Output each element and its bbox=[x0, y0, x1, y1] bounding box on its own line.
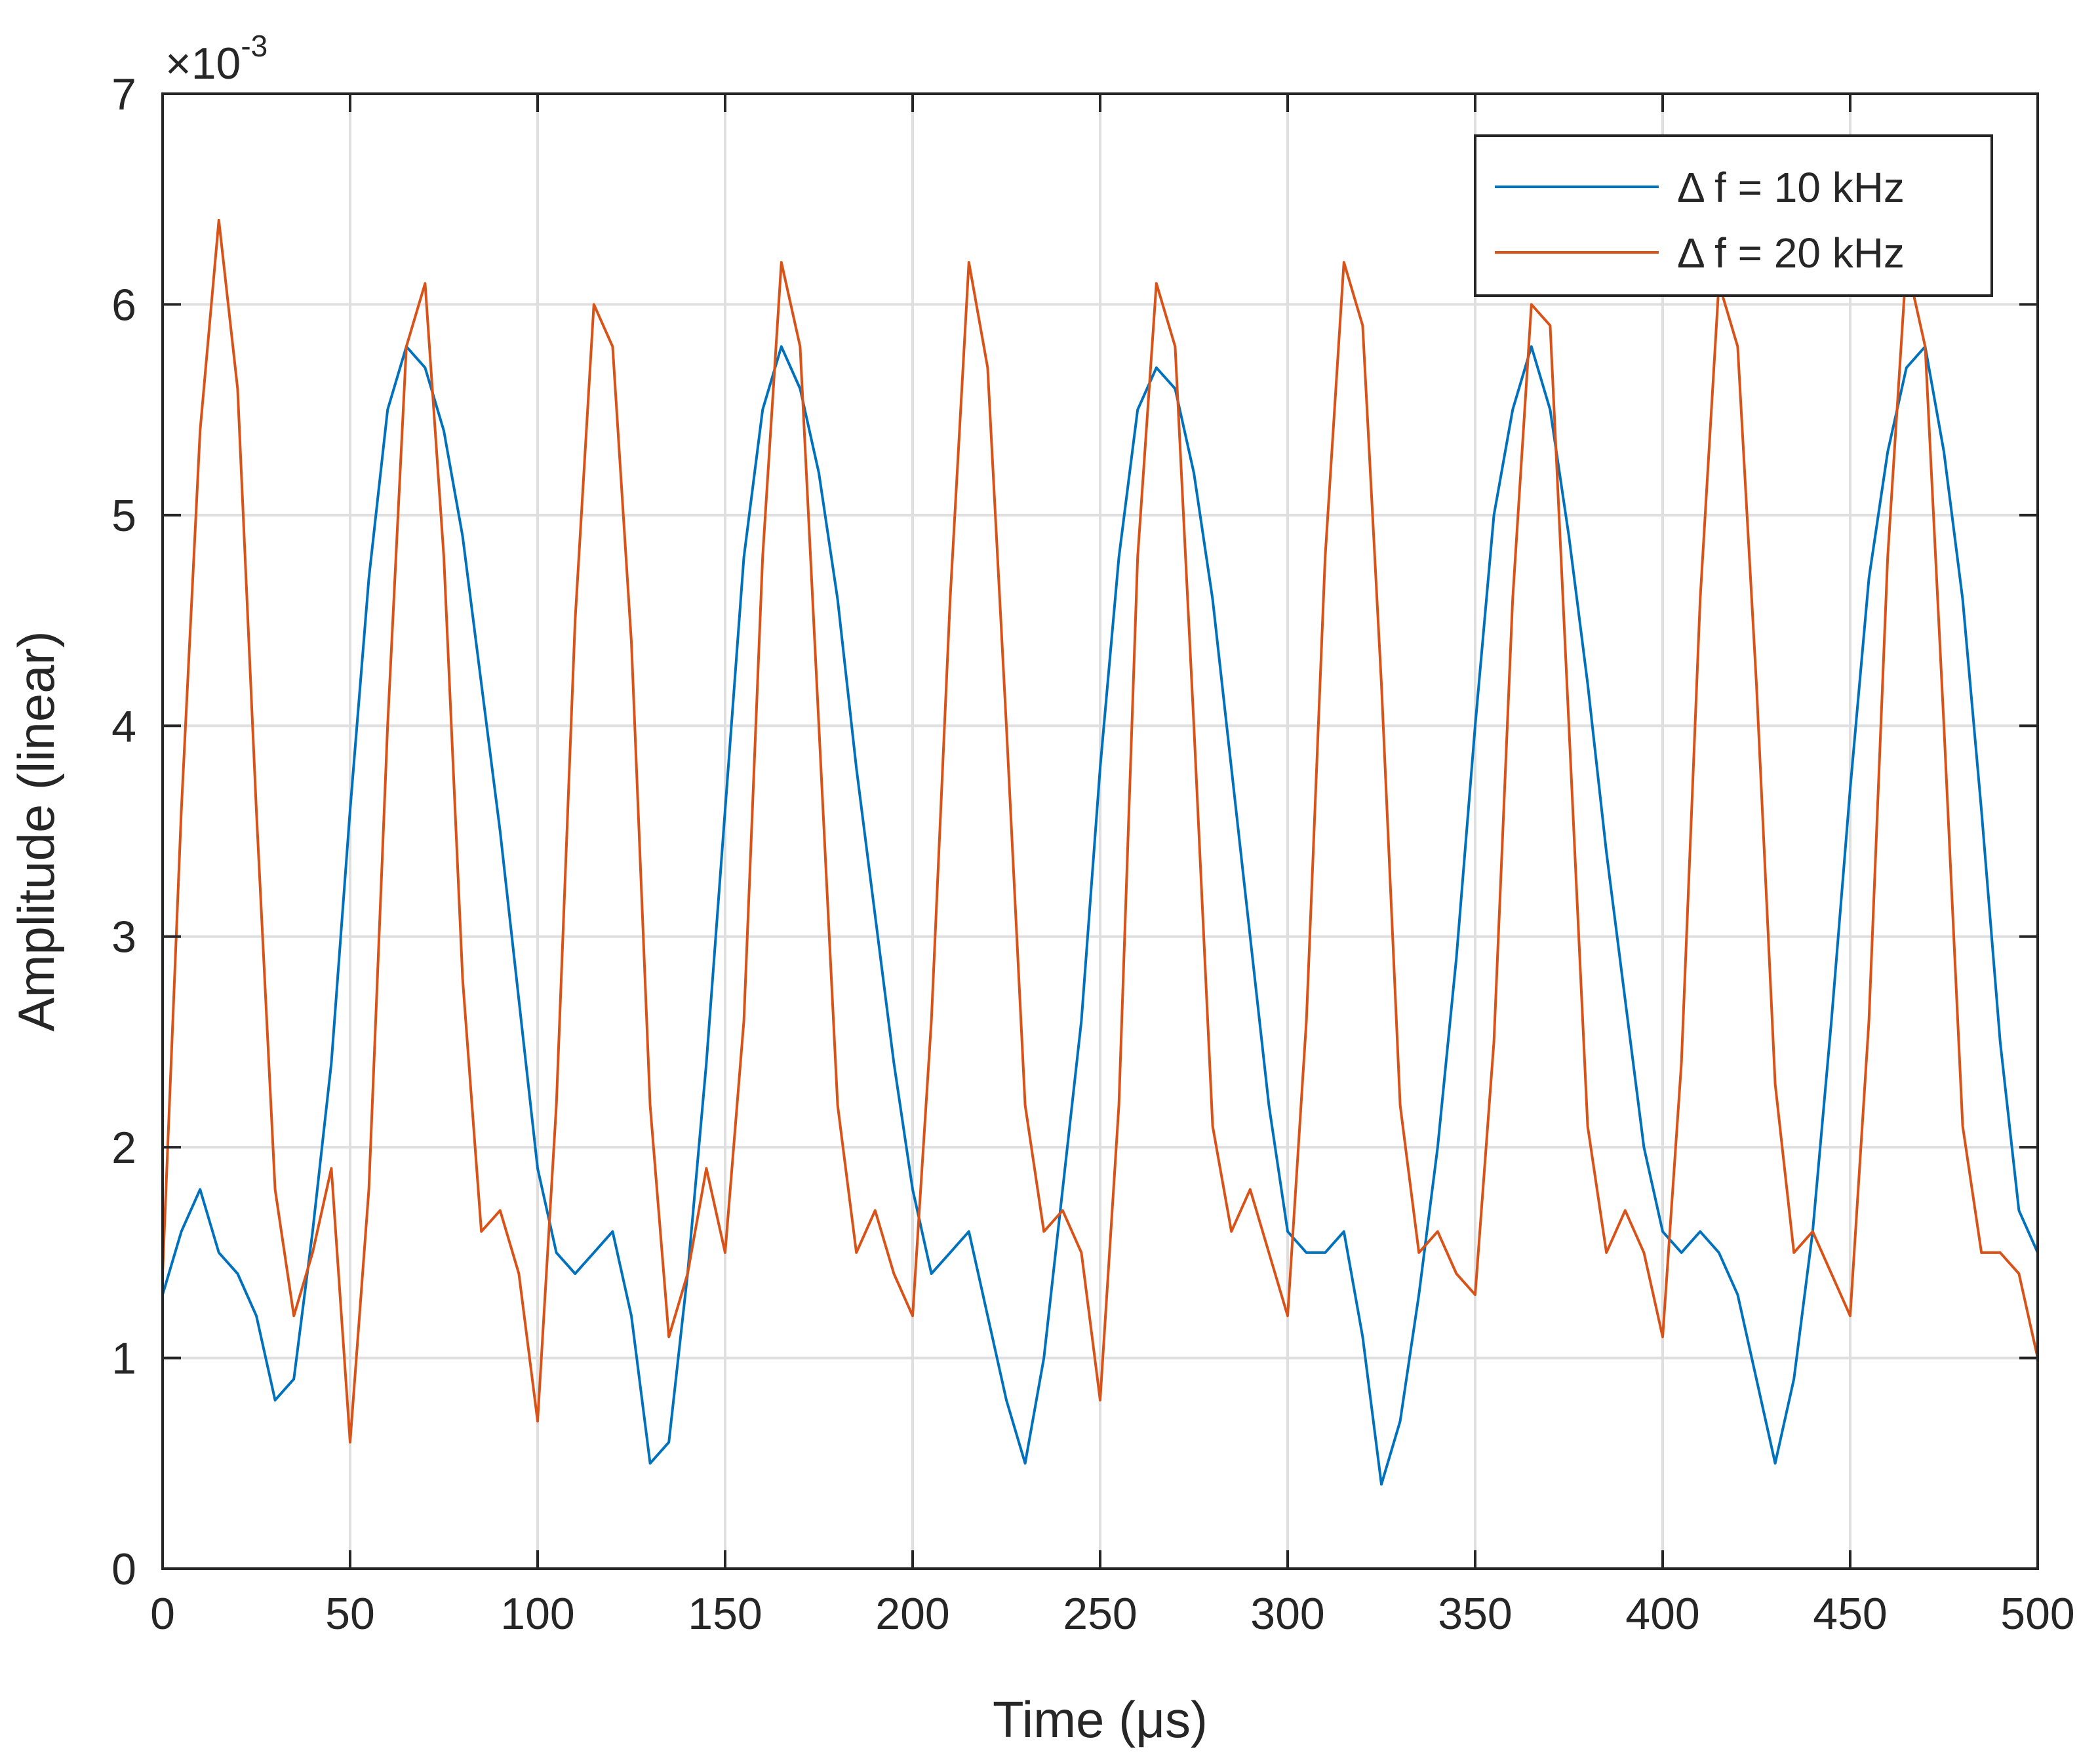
ticks: 0 50 100 150 200 250 300 350 400 450 500 0 1 2 3 4 5 6 7 bbox=[111, 69, 2075, 1639]
y-tick-label: 3 bbox=[111, 912, 136, 962]
y-tick-label: 2 bbox=[111, 1123, 136, 1173]
x-tick-label: 300 bbox=[1250, 1589, 1324, 1639]
x-tick-label: 500 bbox=[2000, 1589, 2074, 1639]
x-axis-title: Time (μs) bbox=[993, 1691, 1208, 1748]
x-tick-label: 400 bbox=[1625, 1589, 1699, 1639]
legend-label-20khz: Δ f = 20 kHz bbox=[1677, 229, 1905, 277]
x-tick-label: 250 bbox=[1063, 1589, 1137, 1639]
x-tick-label: 200 bbox=[875, 1589, 949, 1639]
y-tick-label: 1 bbox=[111, 1334, 136, 1384]
x-tick-label: 50 bbox=[325, 1589, 375, 1639]
y-tick-label: 7 bbox=[111, 69, 136, 119]
y-tick-label: 0 bbox=[111, 1544, 136, 1594]
legend-label-10khz: Δ f = 10 kHz bbox=[1677, 164, 1905, 211]
legend-box bbox=[1474, 134, 1993, 297]
x-tick-label: 450 bbox=[1813, 1589, 1887, 1639]
x-tick-label: 150 bbox=[688, 1589, 762, 1639]
x-tick-label: 350 bbox=[1438, 1589, 1512, 1639]
y-axis-title: Amplitude (linear) bbox=[7, 631, 65, 1031]
series-line-10khz bbox=[161, 345, 2039, 1486]
y-axis-multiplier: ×10-3 bbox=[165, 29, 267, 88]
legend: Δ f = 10 kHz Δ f = 20 kHz bbox=[1474, 134, 1993, 297]
y-tick-label: 5 bbox=[111, 491, 136, 541]
x-tick-label: 0 bbox=[150, 1589, 175, 1639]
x-tick-label: 100 bbox=[500, 1589, 574, 1639]
y-tick-label: 4 bbox=[111, 701, 136, 751]
y-tick-label: 6 bbox=[111, 280, 136, 330]
series-group bbox=[161, 218, 2039, 1486]
series-line-20khz bbox=[161, 218, 2039, 1444]
